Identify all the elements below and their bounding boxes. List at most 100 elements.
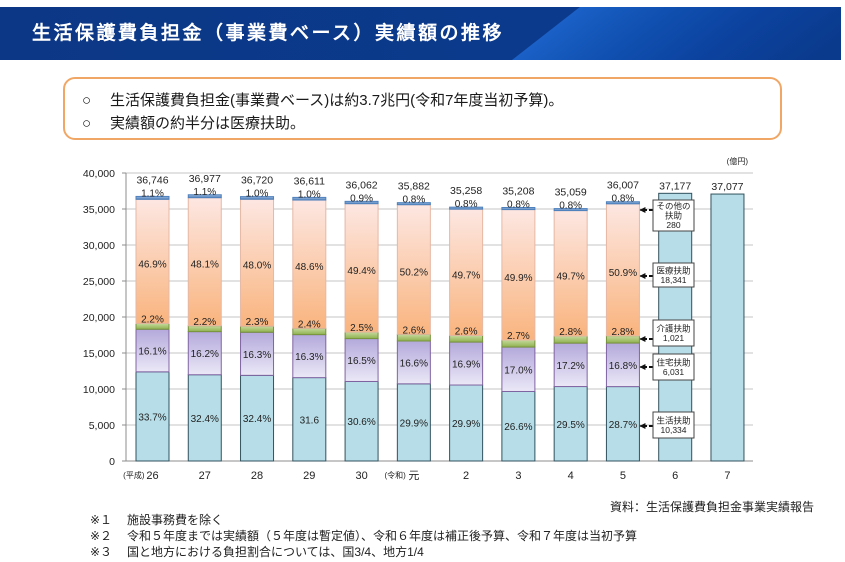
percent-label: 49.4% [347, 266, 375, 277]
circle-outline-icon: ○ [82, 92, 92, 109]
y-tick-label: 5,000 [89, 420, 115, 432]
bar-segment-iryo [187, 197, 222, 327]
x-tick-label: 元 [408, 470, 419, 482]
percent-label: 16.1% [138, 347, 166, 358]
callout-box [652, 262, 695, 288]
footnote-mark: ※３ [90, 545, 113, 559]
callout-text: 18,341 [661, 275, 687, 285]
footnote-text: 施設事務費を除く [127, 513, 224, 527]
x-tick-label: 27 [199, 470, 211, 482]
footnote-text: 国と地方における負担割合については、国3/4、地方1/4 [127, 545, 424, 559]
callout-text: 10,334 [661, 425, 687, 435]
bar-segment-jutaku [135, 328, 170, 373]
bar-segment-sonota [187, 194, 222, 199]
percent-label: 1.1% [193, 187, 216, 198]
total-label: 36,062 [346, 179, 378, 191]
callout-box [652, 199, 695, 232]
percent-label: 2.3% [246, 317, 269, 328]
footnote-mark: ※２ [90, 529, 113, 543]
percent-label: 1.1% [141, 188, 164, 199]
percent-label: 0.8% [402, 195, 425, 206]
percent-label: 16.5% [347, 356, 375, 367]
bar-segment-seikatsu [449, 384, 484, 462]
percent-label: 2.4% [298, 319, 321, 330]
percent-label: 46.9% [138, 259, 166, 270]
y-tick-label: 30,000 [83, 240, 115, 252]
callout-text: 扶助 [665, 211, 682, 221]
callout-box [652, 411, 695, 439]
footnote: ※１ 施設事務費を除く [90, 513, 223, 528]
bars [135, 192, 745, 462]
callout-text: その他の [656, 201, 690, 211]
bar-segment-iryo [292, 199, 327, 329]
bar-segment-seikatsu [396, 383, 431, 462]
percent-label: 29.9% [400, 418, 428, 429]
callout-box [652, 353, 695, 381]
total-label: 36,720 [241, 175, 273, 187]
bar-segment-seikatsu [501, 390, 536, 462]
callout-box [652, 319, 695, 347]
bar-segment-jutaku [396, 340, 431, 385]
percent-label: 0.8% [559, 201, 582, 212]
unit-label: (億円) [727, 156, 749, 166]
total-label: 37,077 [711, 181, 743, 193]
bar-segment-sonota [135, 195, 170, 200]
data-labels: 33.7%16.1%2.2%46.9%1.1%36,74626(平成)32.4%… [123, 173, 744, 482]
callout-text: 1,021 [663, 333, 685, 343]
bar-segment-sonota [501, 207, 536, 211]
y-tick-label: 35,000 [83, 204, 115, 216]
percent-label: 2.6% [402, 325, 425, 336]
y-tick-label: 10,000 [83, 384, 115, 396]
bar-segment-sonota [240, 196, 275, 200]
summary-point: ○ 実績額の約半分は医療扶助。 [82, 115, 305, 133]
percent-label: 2.5% [350, 323, 373, 334]
percent-label: 2.2% [141, 314, 164, 325]
total-label: 37,177 [659, 180, 691, 192]
bar-segment-jutaku [449, 341, 484, 386]
y-tick-label: 0 [109, 456, 115, 468]
total-label: 36,746 [136, 174, 168, 186]
callout-text: 住宅扶助 [656, 357, 690, 367]
percent-label: 16.3% [295, 352, 323, 363]
percent-label: 0.9% [350, 193, 373, 204]
percent-label: 50.2% [400, 267, 428, 278]
total-label: 36,977 [189, 173, 221, 185]
bar-segment-iryo [135, 198, 170, 324]
percent-label: 32.4% [243, 414, 271, 425]
percent-label: 29.9% [452, 419, 480, 430]
page-header: 生活保護費負担金（事業費ベース）実績額の推移 [0, 7, 841, 60]
bar-segment-sonota [344, 200, 379, 205]
y-tick-label: 20,000 [83, 312, 115, 324]
footnote-mark: ※１ [90, 513, 113, 527]
y-tick-label: 15,000 [83, 348, 115, 360]
bar-segment-sonota [396, 202, 431, 206]
bar-segment-seikatsu [135, 371, 170, 462]
total-label: 35,882 [398, 181, 430, 193]
x-tick-label: 3 [515, 470, 521, 482]
era-prefix-label: (令和) [385, 470, 407, 480]
summary-box: ○ 生活保護費負担金(事業費ベース)は約3.7兆円(令和7年度当初予算)。 ○ 実績… [63, 77, 782, 140]
callout-text: 介護扶助 [656, 323, 690, 333]
percent-label: 2.8% [612, 327, 635, 338]
footnote: ※３ 国と地方における負担割合については、国3/4、地方1/4 [90, 545, 424, 560]
era-prefix-label: (平成) [123, 470, 145, 480]
bar-segment-jutaku [292, 334, 327, 379]
callout-text: 280 [666, 220, 680, 230]
y-tick-label: 25,000 [83, 276, 115, 288]
bar-segment-iryo [344, 203, 379, 333]
percent-label: 16.9% [452, 360, 480, 371]
header-decoration [512, 7, 841, 60]
x-tick-label: 6 [672, 470, 678, 482]
percent-label: 48.0% [243, 261, 271, 272]
bar-segment-jutaku [605, 342, 640, 388]
bar-segment-seikatsu [553, 386, 588, 462]
bar-segment-jutaku [344, 338, 379, 382]
percent-label: 16.8% [609, 361, 637, 372]
percent-label: 31.6 [300, 415, 320, 426]
percent-label: 26.6% [504, 422, 532, 433]
bar-segment-iryo [605, 203, 640, 337]
percent-label: 17.2% [556, 361, 584, 372]
